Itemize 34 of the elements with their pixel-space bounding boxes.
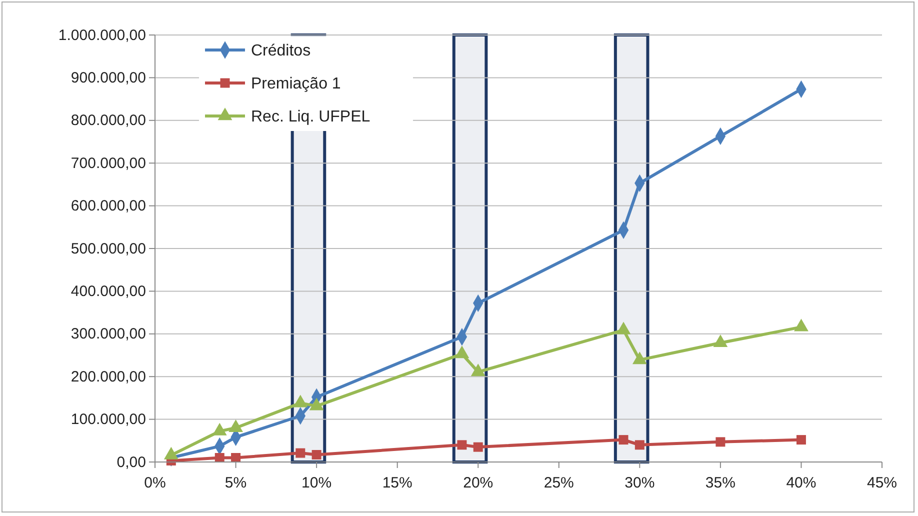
legend-label: Premiação 1 bbox=[251, 76, 341, 93]
y-tick-label: 0,00 bbox=[116, 454, 146, 471]
x-tick-label: 20% bbox=[463, 474, 494, 492]
point bbox=[618, 435, 628, 445]
point bbox=[473, 442, 483, 452]
y-tick-label: 900.000,00 bbox=[70, 70, 146, 86]
point bbox=[214, 452, 224, 462]
x-tick-label: 0% bbox=[144, 474, 166, 492]
x-tick-label: 30% bbox=[624, 474, 655, 492]
x-tick-label: 25% bbox=[544, 474, 574, 492]
point bbox=[716, 437, 726, 447]
x-tick-label: 10% bbox=[302, 474, 332, 492]
y-tick-label: 500.000,00 bbox=[70, 240, 146, 258]
point bbox=[634, 440, 644, 450]
legend-label: Créditos bbox=[251, 42, 311, 60]
y-tick-label: 1.000.000,00 bbox=[58, 26, 146, 44]
point bbox=[296, 448, 306, 458]
point bbox=[231, 452, 241, 462]
y-tick-label: 300.000,00 bbox=[70, 326, 146, 343]
point bbox=[796, 435, 806, 445]
x-tick-label: 45% bbox=[866, 474, 898, 492]
y-tick-label: 100.000,00 bbox=[70, 411, 146, 428]
y-tick-label: 400.000,00 bbox=[70, 283, 146, 300]
y-tick-label: 700.000,00 bbox=[70, 154, 146, 172]
x-tick-label: 35% bbox=[705, 474, 736, 492]
point bbox=[457, 440, 467, 450]
y-tick-label: 600.000,00 bbox=[70, 198, 146, 215]
y-tick-label: 800.000,00 bbox=[70, 112, 146, 130]
point bbox=[312, 450, 322, 460]
y-tick-label: 200.000,00 bbox=[70, 368, 146, 386]
legend-label: Rec. Liq. UFPEL bbox=[251, 108, 370, 126]
x-tick-label: 15% bbox=[382, 474, 412, 492]
x-tick-label: 40% bbox=[786, 474, 816, 492]
x-tick-label: 5% bbox=[224, 474, 247, 492]
